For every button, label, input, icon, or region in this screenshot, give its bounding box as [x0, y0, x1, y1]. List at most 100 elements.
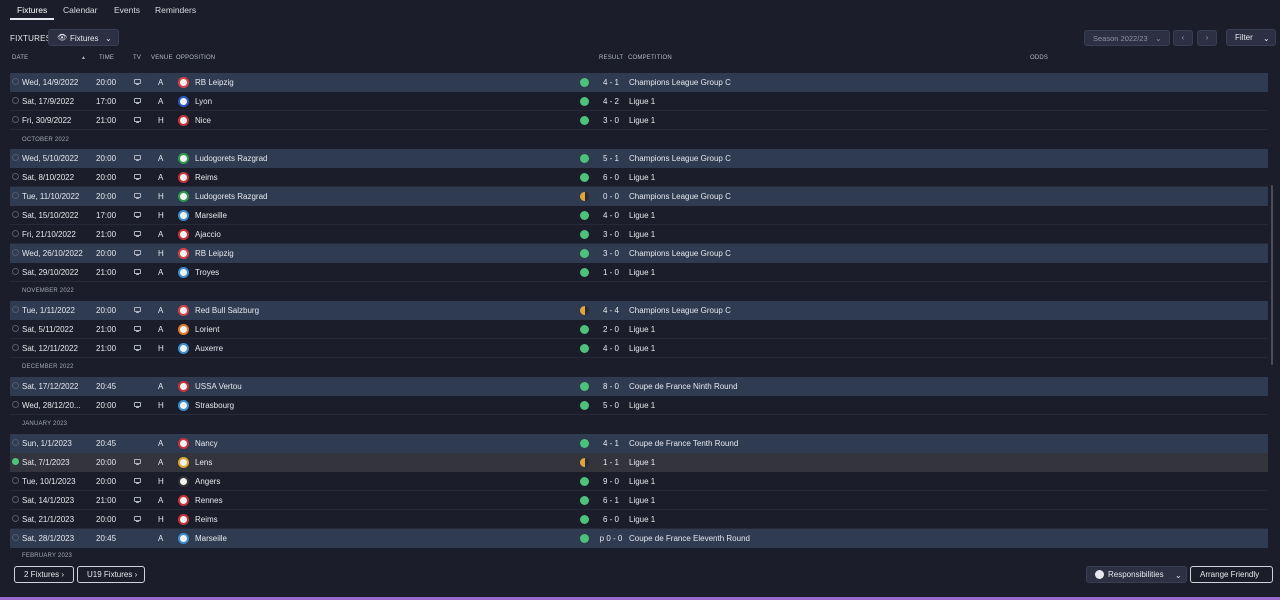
responsibilities-button[interactable]: Responsibilities ⌄: [1086, 566, 1187, 583]
opponent-name[interactable]: Reims: [195, 515, 218, 524]
competition-name[interactable]: Ligue 1: [629, 116, 656, 125]
select-checkbox[interactable]: [12, 439, 19, 446]
fixture-score[interactable]: 8 - 0: [602, 382, 619, 391]
tab-reminders[interactable]: Reminders: [155, 5, 197, 15]
col-competition[interactable]: COMPETITION: [628, 55, 672, 61]
fixture-row[interactable]: Tue, 11/10/2022 20:00 H Ludogorets Razgrad 0…: [10, 187, 1268, 206]
fixture-row[interactable]: Sat, 15/10/2022 17:00 H Marseille 4 - 0 Ligue…: [10, 206, 1268, 225]
select-checkbox[interactable]: [12, 306, 19, 313]
fixture-score[interactable]: 4 - 1: [602, 439, 619, 448]
view-select-button[interactable]: 👁 Fixtures ⌄: [48, 29, 119, 46]
select-checkbox[interactable]: [12, 401, 19, 408]
col-result[interactable]: RESULT: [599, 55, 624, 61]
col-time[interactable]: TIME: [99, 55, 115, 61]
opponent-name[interactable]: Reims: [195, 173, 218, 182]
fixture-row[interactable]: Sat, 17/9/2022 17:00 A Lyon 4 - 2 Ligue 1: [10, 92, 1268, 111]
opponent-name[interactable]: Lorient: [195, 325, 220, 334]
competition-name[interactable]: Ligue 1: [629, 268, 656, 277]
col-odds[interactable]: ODDS: [1030, 55, 1049, 61]
fixture-row[interactable]: Sat, 21/1/2023 20:00 H Reims 6 - 0 Ligue 1: [10, 510, 1268, 529]
fixture-score[interactable]: 4 - 2: [602, 97, 619, 106]
fixture-row[interactable]: Sat, 29/10/2022 21:00 A Troyes 1 - 0 Ligue 1: [10, 263, 1268, 282]
fixture-score[interactable]: 1 - 0: [602, 268, 619, 277]
select-checkbox[interactable]: [12, 515, 19, 522]
prev-season-button[interactable]: ‹: [1173, 30, 1193, 46]
competition-name[interactable]: Ligue 1: [629, 515, 656, 524]
opponent-name[interactable]: Marseille: [195, 211, 228, 220]
select-checkbox[interactable]: [12, 173, 19, 180]
opponent-name[interactable]: Lens: [195, 458, 213, 467]
fixture-score[interactable]: p 0 - 0: [599, 534, 623, 543]
opponent-name[interactable]: Rennes: [195, 496, 223, 505]
fixture-row[interactable]: Sat, 7/1/2023 20:00 A Lens 1 - 1 Ligue 1: [10, 453, 1268, 472]
competition-name[interactable]: Ligue 1: [629, 496, 656, 505]
u19-fixtures-button[interactable]: U19 Fixtures ›: [77, 566, 145, 583]
opponent-name[interactable]: Marseille: [195, 534, 228, 543]
fixture-row[interactable]: Wed, 5/10/2022 20:00 A Ludogorets Razgrad 5 …: [10, 149, 1268, 168]
fixture-score[interactable]: 4 - 1: [602, 78, 619, 87]
fixture-score[interactable]: 4 - 0: [602, 344, 619, 353]
fixture-score[interactable]: 3 - 0: [602, 116, 619, 125]
season-select[interactable]: Season 2022/23 ⌄: [1084, 30, 1170, 46]
fixture-row[interactable]: Sun, 1/1/2023 20:45 A Nancy 4 - 1 Coupe de Fr…: [10, 434, 1268, 453]
fixture-row[interactable]: Tue, 1/11/2022 20:00 A Red Bull Salzburg 4 -…: [10, 301, 1268, 320]
competition-name[interactable]: Coupe de France Tenth Round: [629, 439, 739, 448]
competition-name[interactable]: Ligue 1: [629, 97, 656, 106]
fixture-score[interactable]: 2 - 0: [602, 325, 619, 334]
fixture-score[interactable]: 4 - 4: [602, 306, 619, 315]
fixture-score[interactable]: 3 - 0: [602, 249, 619, 258]
competition-name[interactable]: Ligue 1: [629, 458, 656, 467]
select-checkbox[interactable]: [12, 78, 19, 85]
opponent-name[interactable]: Red Bull Salzburg: [195, 306, 260, 315]
scrollbar[interactable]: [1271, 185, 1273, 365]
filter-button[interactable]: Filter ⌄: [1226, 29, 1276, 46]
opponent-name[interactable]: USSA Vertou: [195, 382, 242, 391]
col-opposition[interactable]: OPPOSITION: [176, 55, 216, 61]
competition-name[interactable]: Champions League Group C: [629, 154, 731, 163]
opponent-name[interactable]: Nice: [195, 116, 212, 125]
competition-name[interactable]: Coupe de France Ninth Round: [629, 382, 738, 391]
competition-name[interactable]: Ligue 1: [629, 344, 656, 353]
fixture-score[interactable]: 6 - 0: [602, 515, 619, 524]
opponent-name[interactable]: Lyon: [195, 97, 213, 106]
select-checkbox[interactable]: [12, 211, 19, 218]
select-checkbox[interactable]: [12, 97, 19, 104]
competition-name[interactable]: Ligue 1: [629, 401, 656, 410]
select-checkbox[interactable]: [12, 325, 19, 332]
fixture-row[interactable]: Tue, 10/1/2023 20:00 H Angers 9 - 0 Ligue 1: [10, 472, 1268, 491]
fixture-score[interactable]: 3 - 0: [602, 230, 619, 239]
fixture-score[interactable]: 4 - 0: [602, 211, 619, 220]
col-tv[interactable]: TV: [133, 55, 142, 61]
fixture-score[interactable]: 6 - 1: [602, 496, 619, 505]
tab-fixtures[interactable]: Fixtures: [17, 5, 48, 15]
fixture-score[interactable]: 0 - 0: [602, 192, 619, 201]
select-checkbox[interactable]: [12, 230, 19, 237]
fixture-row[interactable]: Fri, 21/10/2022 21:00 A Ajaccio 3 - 0 Ligue 1: [10, 225, 1268, 244]
select-checkbox[interactable]: [12, 496, 19, 503]
select-checkbox[interactable]: [12, 116, 19, 123]
select-checkbox[interactable]: [12, 344, 19, 351]
opponent-name[interactable]: Nancy: [195, 439, 218, 448]
select-checkbox[interactable]: [12, 154, 19, 161]
fixture-row[interactable]: Wed, 14/9/2022 20:00 A RB Leipzig 4 - 1 Champ…: [10, 73, 1268, 92]
fixture-row[interactable]: Wed, 26/10/2022 20:00 H RB Leipzig 3 - 0 Cham…: [10, 244, 1268, 263]
select-checkbox[interactable]: [12, 382, 19, 389]
fixture-score[interactable]: 5 - 0: [602, 401, 619, 410]
opponent-name[interactable]: RB Leipzig: [195, 78, 234, 87]
opponent-name[interactable]: Angers: [195, 477, 221, 486]
opponent-name[interactable]: Troyes: [195, 268, 220, 277]
fixtures-count-button[interactable]: 2 Fixtures ›: [14, 566, 74, 583]
fixture-score[interactable]: 6 - 0: [602, 173, 619, 182]
select-checkbox[interactable]: [12, 192, 19, 199]
opponent-name[interactable]: Ludogorets Razgrad: [195, 192, 268, 201]
competition-name[interactable]: Ligue 1: [629, 477, 656, 486]
competition-name[interactable]: Ligue 1: [629, 230, 656, 239]
select-checkbox[interactable]: [12, 534, 19, 541]
fixture-score[interactable]: 5 - 1: [602, 154, 619, 163]
fixture-row[interactable]: Wed, 28/12/20... 20:00 H Strasbourg 5 - 0 Lig…: [10, 396, 1268, 415]
col-venue[interactable]: VENUE: [151, 55, 173, 61]
col-date[interactable]: DATE: [12, 55, 29, 61]
competition-name[interactable]: Ligue 1: [629, 211, 656, 220]
next-season-button[interactable]: ›: [1197, 30, 1217, 46]
fixture-score[interactable]: 1 - 1: [602, 458, 619, 467]
